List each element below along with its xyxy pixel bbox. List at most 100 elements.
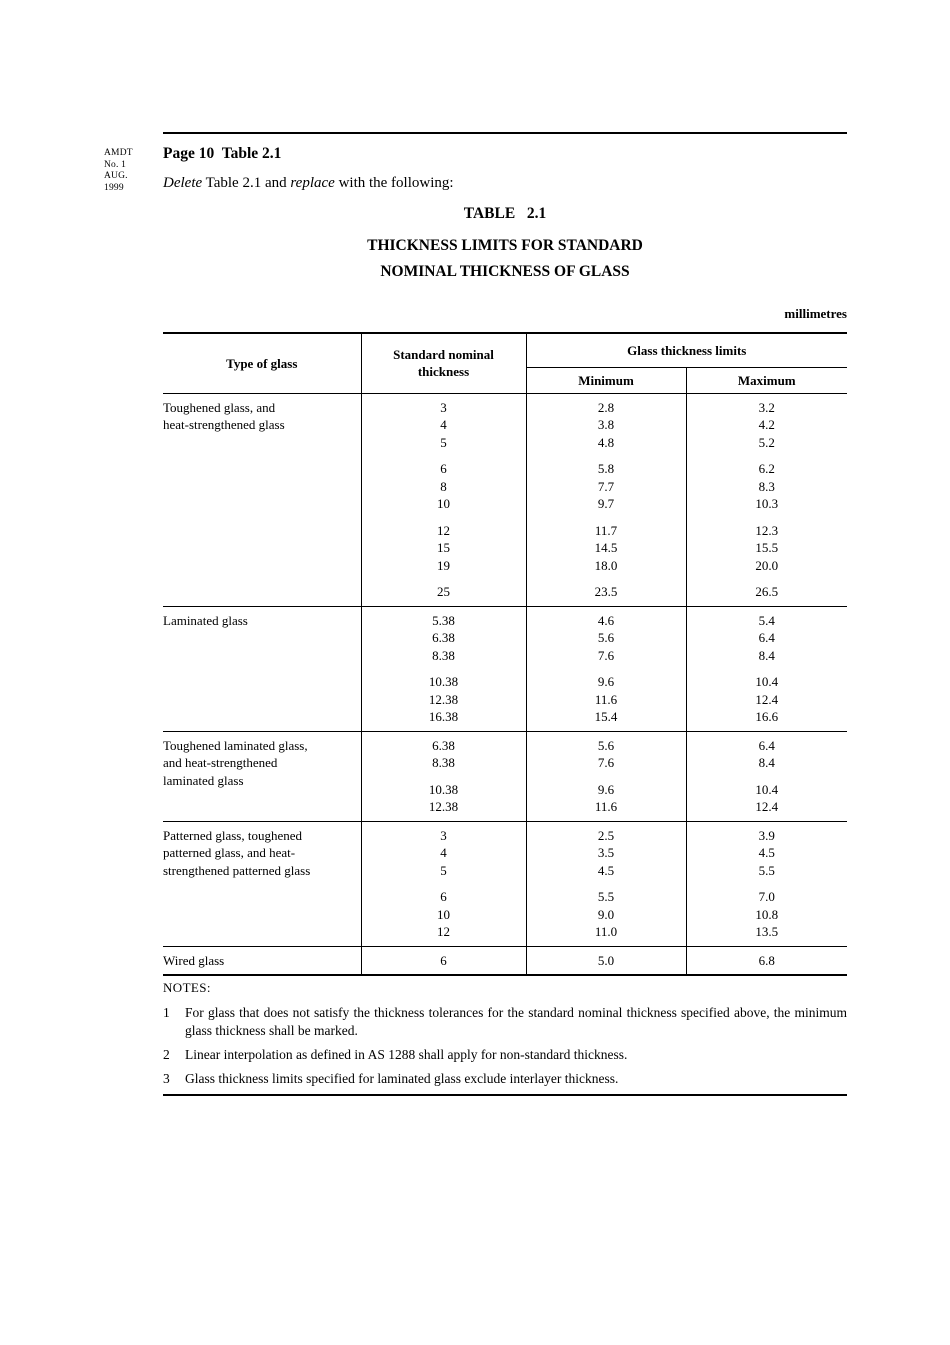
- cell-value: 2.5: [597, 827, 615, 843]
- cell-value: 10.3: [755, 496, 779, 511]
- cell-value: 5.2: [758, 434, 775, 450]
- table-header: Type of glass Standard nominal thickness…: [163, 333, 847, 393]
- glass-table-body: Toughened glass, and heat-strengthened gl…: [163, 393, 847, 975]
- header-minimum: Minimum: [525, 367, 686, 393]
- value-group: 12.3 15.5 20.0: [687, 522, 848, 575]
- value-group: 23.5: [527, 583, 686, 601]
- cell-value: 12.38: [428, 799, 459, 814]
- notes-title: NOTES:: [163, 980, 211, 995]
- amendment-note-line: No. 1: [104, 159, 127, 170]
- instruction-text: Table 2.1 and: [202, 175, 291, 191]
- glass-type-line: strengthened patterned glass: [163, 862, 311, 878]
- cell-value: 5.5: [758, 862, 775, 878]
- nominal-cell: 3 4 5 6 8 10 12 15 19 25: [360, 393, 526, 606]
- cell-value: 3.2: [758, 399, 775, 415]
- cell-value: 10.38: [428, 781, 459, 797]
- glass-type-cell: Wired glass: [163, 946, 361, 975]
- cell-value: 4.6: [597, 612, 615, 628]
- cell-value: 4.2: [758, 417, 775, 432]
- note-text: For glass that does not satisfy the thic…: [185, 1005, 847, 1038]
- maximum-cell: 6.4 8.4 10.4 12.4: [685, 731, 848, 821]
- cell-value: 5.38: [432, 612, 455, 628]
- bottom-rule: [163, 1094, 847, 1096]
- glass-thickness-table-wrap: Type of glass Standard nominal thickness…: [163, 332, 847, 976]
- cell-value: 6: [440, 952, 447, 968]
- cell-value: 10: [437, 496, 450, 511]
- cell-value: 9.7: [597, 496, 615, 511]
- maximum-cell: 3.2 4.2 5.2 6.2 8.3 10.3 12.3 15.5 20.0 26.5: [685, 393, 848, 606]
- cell-value: 3.9: [758, 827, 775, 843]
- cell-value: 7.0: [758, 889, 775, 904]
- cell-value: 23.5: [594, 584, 618, 599]
- cell-value: 16.6: [755, 709, 779, 724]
- amendment-note-line: AUG.: [104, 171, 128, 181]
- value-group: 5.4 6.4 8.4: [687, 612, 848, 665]
- maximum-cell: 3.9 4.5 5.5 7.0 10.8 13.5: [685, 821, 848, 946]
- value-group: 10.4 12.4: [687, 781, 848, 816]
- cell-value: 4.5: [597, 862, 615, 878]
- table-subtitle-line1: THICKNESS LIMITS FOR STANDARD: [367, 237, 643, 254]
- value-group: 2.8 3.8 4.8: [527, 399, 686, 452]
- glass-type-line: patterned glass, and heat-: [163, 845, 296, 860]
- glass-type-line: Patterned glass, toughened: [163, 827, 302, 843]
- minimum-cell: 5.6 7.6 9.6 11.6: [525, 731, 686, 821]
- note-text: Linear interpolation as defined in AS 12…: [185, 1046, 628, 1062]
- cell-value: 13.5: [755, 924, 779, 939]
- cell-value: 25: [437, 584, 450, 599]
- glass-type-line: heat-strengthened glass: [163, 417, 285, 432]
- cell-value: 4: [440, 845, 447, 860]
- value-group: 10.38 12.38 16.38: [362, 673, 526, 726]
- amendment-margin-note: AMDT No. 1 AUG. 1999: [104, 148, 133, 194]
- value-group: 5.6 7.6: [527, 737, 686, 772]
- nominal-cell: 5.38 6.38 8.38 10.38 12.38 16.38: [360, 606, 526, 731]
- cell-value: 9.0: [597, 906, 615, 922]
- maximum-cell: 6.8: [685, 946, 848, 975]
- value-group: 4.6 5.6 7.6: [527, 612, 686, 665]
- value-group: 3 4 5: [362, 827, 526, 880]
- value-group: 6.4 8.4: [687, 737, 848, 772]
- note-number: 2: [163, 1046, 170, 1062]
- header-type-of-glass: Type of glass: [226, 355, 298, 371]
- value-group: 6.8: [687, 952, 848, 970]
- value-group: 7.0 10.8 13.5: [687, 888, 848, 941]
- cell-value: 5.5: [597, 889, 615, 904]
- value-group: 6.38 8.38: [362, 737, 526, 772]
- cell-value: 18.0: [594, 557, 618, 573]
- cell-value: 12.4: [755, 691, 779, 707]
- value-group: 12 15 19: [362, 522, 526, 575]
- cell-value: 4: [440, 417, 447, 432]
- table-section-row: Patterned glass, toughened patterned glas…: [163, 821, 847, 946]
- value-group: 9.6 11.6: [527, 781, 686, 816]
- cell-value: 11.6: [594, 799, 618, 814]
- cell-value: 20.0: [755, 557, 779, 573]
- cell-value: 12.4: [755, 799, 779, 814]
- cell-value: 7.7: [597, 478, 615, 494]
- table-title-block: TABLE 2.1 THICKNESS LIMITS FOR STANDARD …: [163, 205, 847, 285]
- note-item: 1 For glass that does not satisfy the thi…: [163, 1004, 847, 1039]
- cell-value: 12.38: [428, 691, 459, 707]
- cell-value: 16.38: [428, 709, 459, 724]
- cell-value: 6: [440, 461, 447, 476]
- cell-value: 3: [440, 399, 447, 415]
- cell-value: 6.4: [758, 737, 775, 753]
- cell-value: 5: [440, 434, 447, 450]
- cell-value: 7.6: [597, 647, 615, 663]
- cell-value: 6: [440, 889, 447, 904]
- table-section-row: Laminated glass 5.38 6.38 8.38 10.38 12.38 16.…: [163, 606, 847, 731]
- glass-type-line: Laminated glass: [163, 612, 248, 628]
- header-maximum: Maximum: [685, 367, 847, 393]
- cell-value: 9.6: [597, 781, 615, 797]
- cell-value: 3.8: [597, 417, 615, 432]
- value-group: 10.4 12.4 16.6: [687, 673, 848, 726]
- cell-value: 2.8: [597, 399, 615, 415]
- instruction-text: with the following:: [334, 175, 454, 191]
- header-standard-nominal-thickness: Standard nominal thickness: [360, 333, 526, 393]
- note-number: 3: [163, 1070, 170, 1086]
- cell-value: 19: [437, 557, 450, 573]
- cell-value: 5.6: [597, 630, 615, 645]
- cell-value: 8.3: [758, 478, 775, 494]
- cell-value: 6.8: [758, 952, 775, 968]
- nominal-cell: 3 4 5 6 10 12: [360, 821, 526, 946]
- value-group: 5.8 7.7 9.7: [527, 460, 686, 513]
